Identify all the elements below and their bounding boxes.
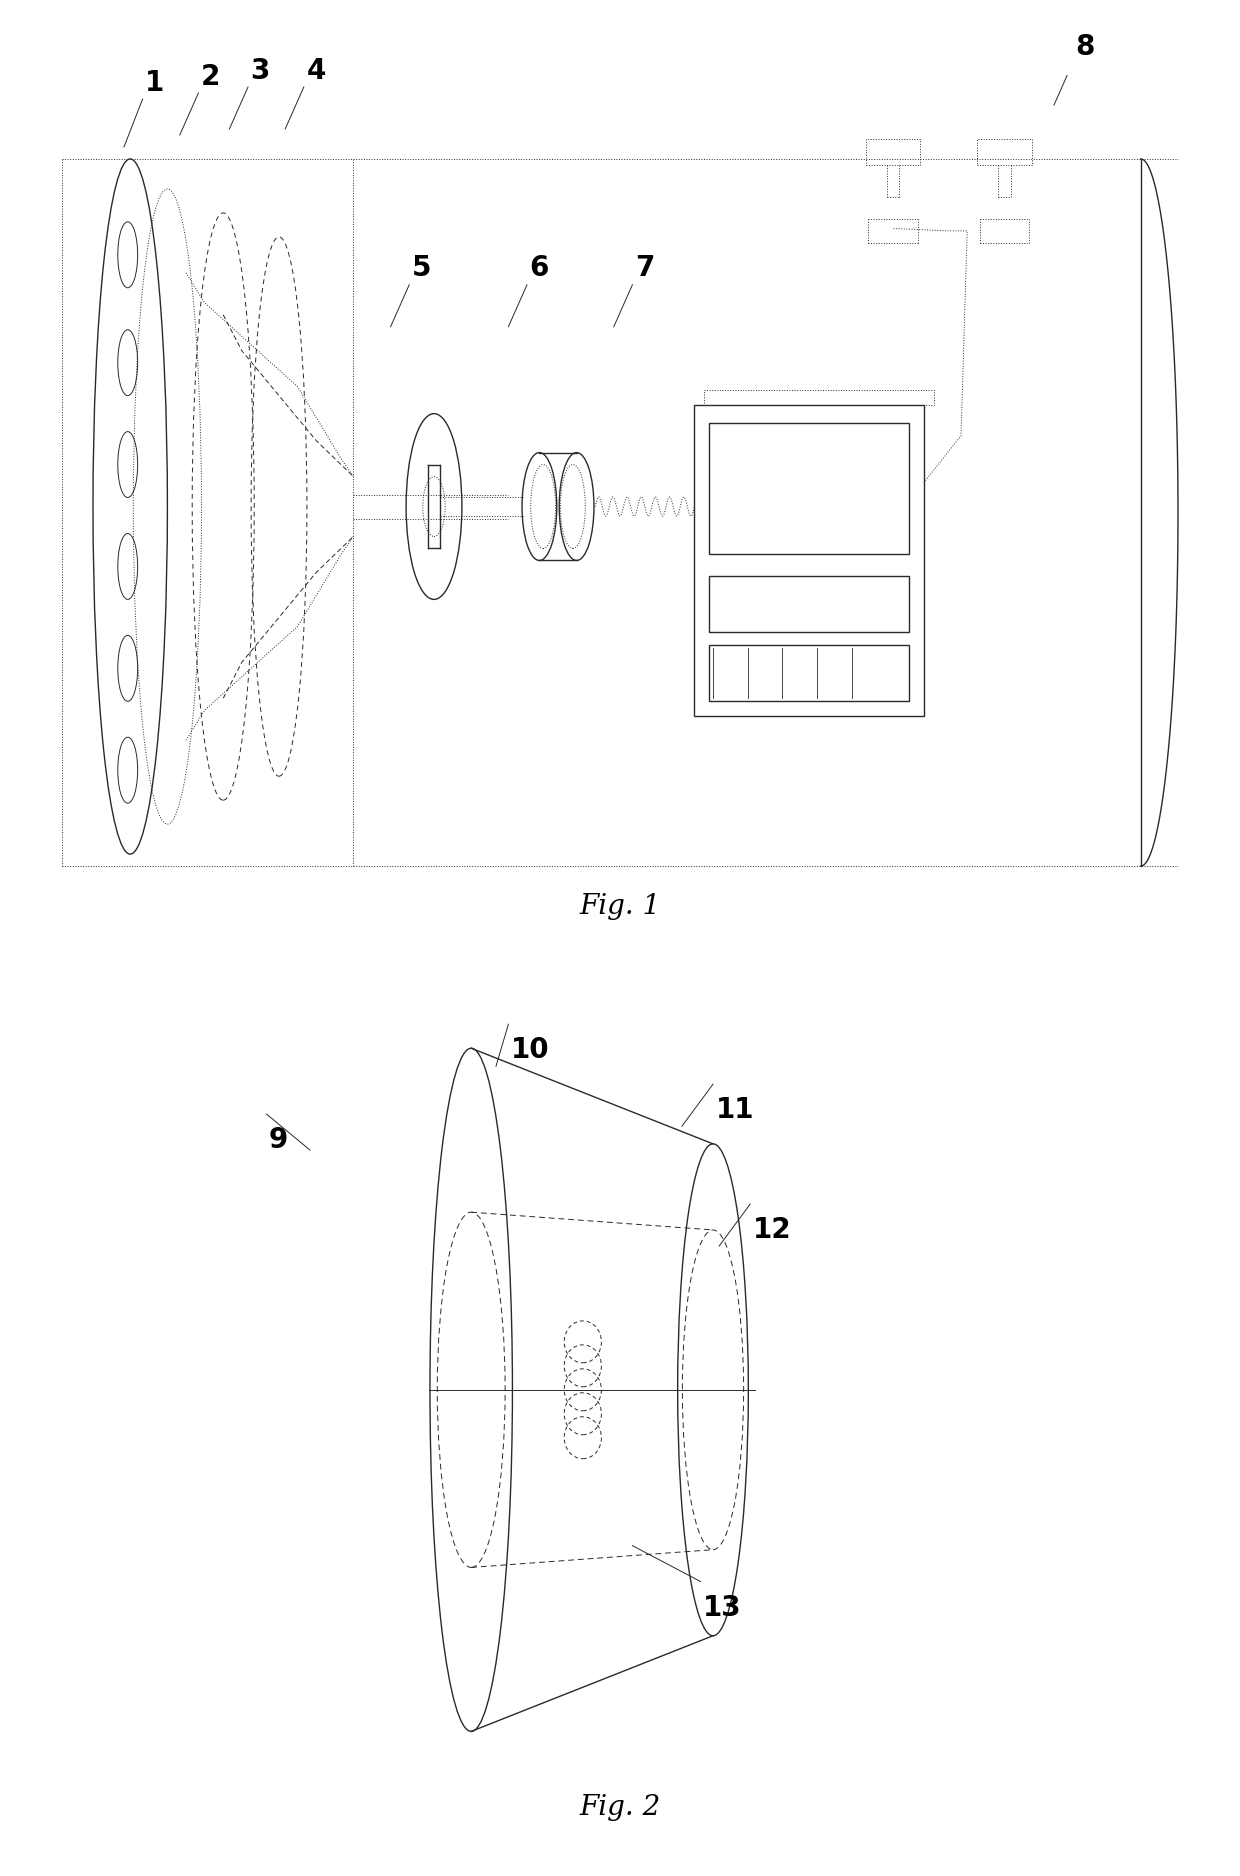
Bar bbox=[694, 405, 924, 717]
Text: 10: 10 bbox=[511, 1036, 549, 1064]
Text: 6: 6 bbox=[529, 255, 549, 283]
Bar bbox=[709, 645, 909, 702]
Text: 13: 13 bbox=[703, 1593, 742, 1621]
Bar bbox=[709, 576, 909, 632]
Text: 11: 11 bbox=[715, 1096, 754, 1124]
Text: 2: 2 bbox=[201, 62, 221, 90]
Ellipse shape bbox=[118, 636, 138, 702]
Text: 8: 8 bbox=[1075, 32, 1095, 60]
Ellipse shape bbox=[118, 431, 138, 497]
Text: 4: 4 bbox=[306, 56, 326, 84]
Text: Fig. 1: Fig. 1 bbox=[579, 893, 661, 919]
Text: 7: 7 bbox=[635, 255, 655, 283]
Bar bbox=[704, 390, 934, 405]
Text: 5: 5 bbox=[412, 255, 432, 283]
Ellipse shape bbox=[118, 533, 138, 600]
Ellipse shape bbox=[118, 330, 138, 396]
Bar bbox=[866, 139, 920, 165]
Ellipse shape bbox=[118, 221, 138, 287]
Text: 3: 3 bbox=[250, 56, 270, 84]
Text: 12: 12 bbox=[753, 1216, 791, 1244]
Ellipse shape bbox=[118, 737, 138, 803]
Bar bbox=[709, 424, 909, 553]
Text: 1: 1 bbox=[145, 69, 165, 96]
Bar bbox=[977, 139, 1032, 165]
Text: 9: 9 bbox=[269, 1126, 289, 1154]
Text: Fig. 2: Fig. 2 bbox=[579, 1793, 661, 1822]
